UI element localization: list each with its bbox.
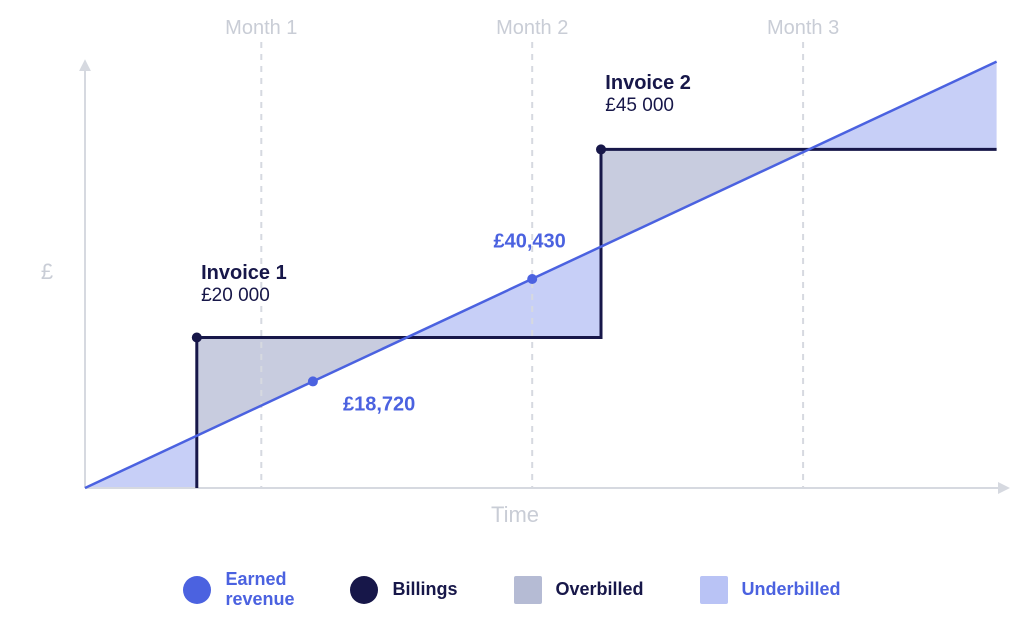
- legend-label-earned: Earned revenue: [225, 570, 294, 610]
- legend-item-underbilled: Underbilled: [700, 576, 841, 604]
- chart-container: Month 1 Month 2 Month 3 £ Time Invoice 1£20 0…: [0, 0, 1024, 638]
- earned-value-label-1: £18,720: [343, 394, 415, 416]
- legend-dot-billings: [350, 576, 378, 604]
- legend: Earned revenue Billings Overbilled Under…: [0, 570, 1024, 610]
- month-label-1: Month 1: [225, 17, 297, 39]
- earned-marker-2: [527, 274, 537, 284]
- legend-dot-earned: [183, 576, 211, 604]
- billings-marker-1: [192, 333, 202, 343]
- earned-value-label-2: £40,430: [494, 231, 566, 253]
- x-axis-label: Time: [491, 502, 539, 527]
- invoice-title-2: Invoice 2: [605, 72, 691, 94]
- earned-marker-1: [308, 376, 318, 386]
- legend-label-overbilled: Overbilled: [556, 580, 644, 600]
- legend-item-earned: Earned revenue: [183, 570, 294, 610]
- legend-square-overbilled: [514, 576, 542, 604]
- month-label-2: Month 2: [496, 17, 568, 39]
- invoice-title-1: Invoice 1: [201, 262, 287, 284]
- month-label-3: Month 3: [767, 17, 839, 39]
- revenue-billings-chart: Month 1 Month 2 Month 3 £ Time Invoice 1£20 0…: [0, 0, 1024, 638]
- invoice-amount-2: £45 000: [605, 95, 674, 116]
- legend-item-billings: Billings: [350, 576, 457, 604]
- billings-marker-2: [596, 144, 606, 154]
- legend-label-underbilled: Underbilled: [742, 580, 841, 600]
- legend-item-overbilled: Overbilled: [514, 576, 644, 604]
- legend-label-billings: Billings: [392, 580, 457, 600]
- y-axis-label: £: [41, 259, 53, 284]
- invoice-amount-1: £20 000: [201, 285, 270, 306]
- legend-square-underbilled: [700, 576, 728, 604]
